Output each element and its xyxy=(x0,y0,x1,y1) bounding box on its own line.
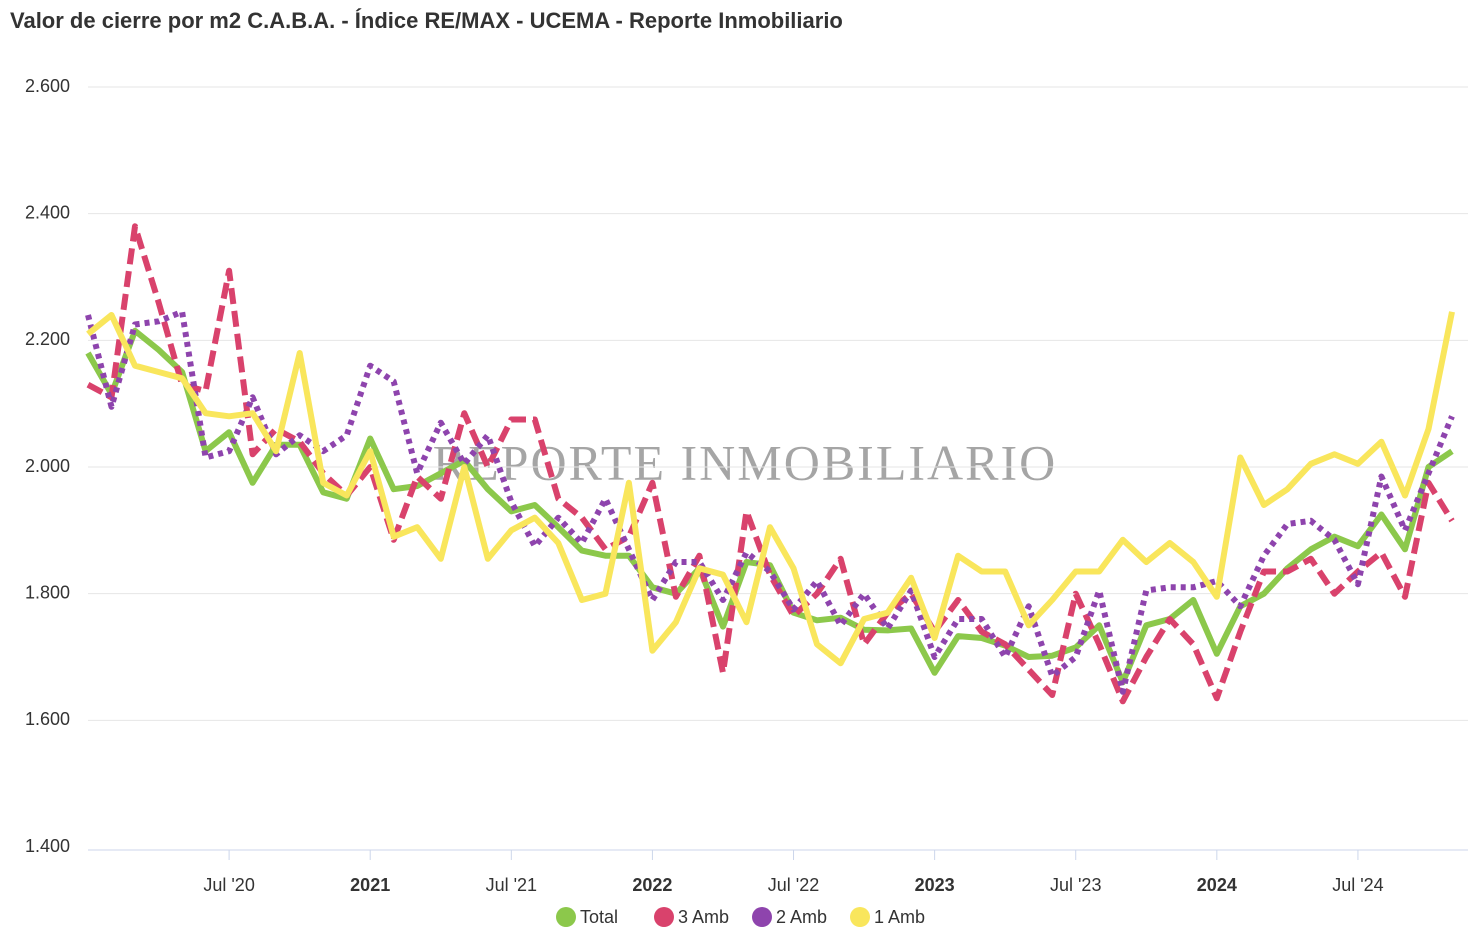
series-line xyxy=(86,223,1455,705)
legend-item: 1 Amb xyxy=(850,907,925,927)
x-tick-label: Jul '21 xyxy=(486,875,537,895)
x-tick-label: Jul '23 xyxy=(1050,875,1101,895)
legend-label: 1 Amb xyxy=(874,907,925,927)
x-tick-label: 2022 xyxy=(632,875,672,895)
x-tick-label: 2024 xyxy=(1197,875,1237,895)
legend-swatch xyxy=(556,907,576,927)
y-tick-label: 2.400 xyxy=(25,202,70,222)
series-line xyxy=(85,327,1454,686)
x-tick-label: Jul '24 xyxy=(1332,875,1383,895)
y-tick-label: 1.800 xyxy=(25,582,70,602)
y-tick-label: 2.200 xyxy=(25,329,70,349)
x-tick-label: Jul '20 xyxy=(203,875,254,895)
y-tick-label: 2.000 xyxy=(25,456,70,476)
legend-item: 3 Amb xyxy=(654,907,729,927)
legend-item: Total xyxy=(556,907,618,927)
y-tick-label: 1.600 xyxy=(25,709,70,729)
watermark: REPORTE INMOBILIARIO xyxy=(433,434,1057,490)
x-tick-label: Jul '22 xyxy=(768,875,819,895)
legend-label: 3 Amb xyxy=(678,907,729,927)
y-tick-label: 1.400 xyxy=(25,836,70,856)
x-tick-label: 2023 xyxy=(915,875,955,895)
legend-item: 2 Amb xyxy=(752,907,827,927)
y-tick-label: 2.600 xyxy=(25,76,70,96)
legend-swatch xyxy=(654,907,674,927)
chart-title: Valor de cierre por m2 C.A.B.A. - Índice… xyxy=(10,8,843,33)
legend-label: 2 Amb xyxy=(776,907,827,927)
legend-label: Total xyxy=(580,907,618,927)
series-line xyxy=(86,311,1455,667)
legend-swatch xyxy=(850,907,870,927)
series-line xyxy=(85,308,1455,695)
legend-swatch xyxy=(752,907,772,927)
x-tick-label: 2021 xyxy=(350,875,390,895)
